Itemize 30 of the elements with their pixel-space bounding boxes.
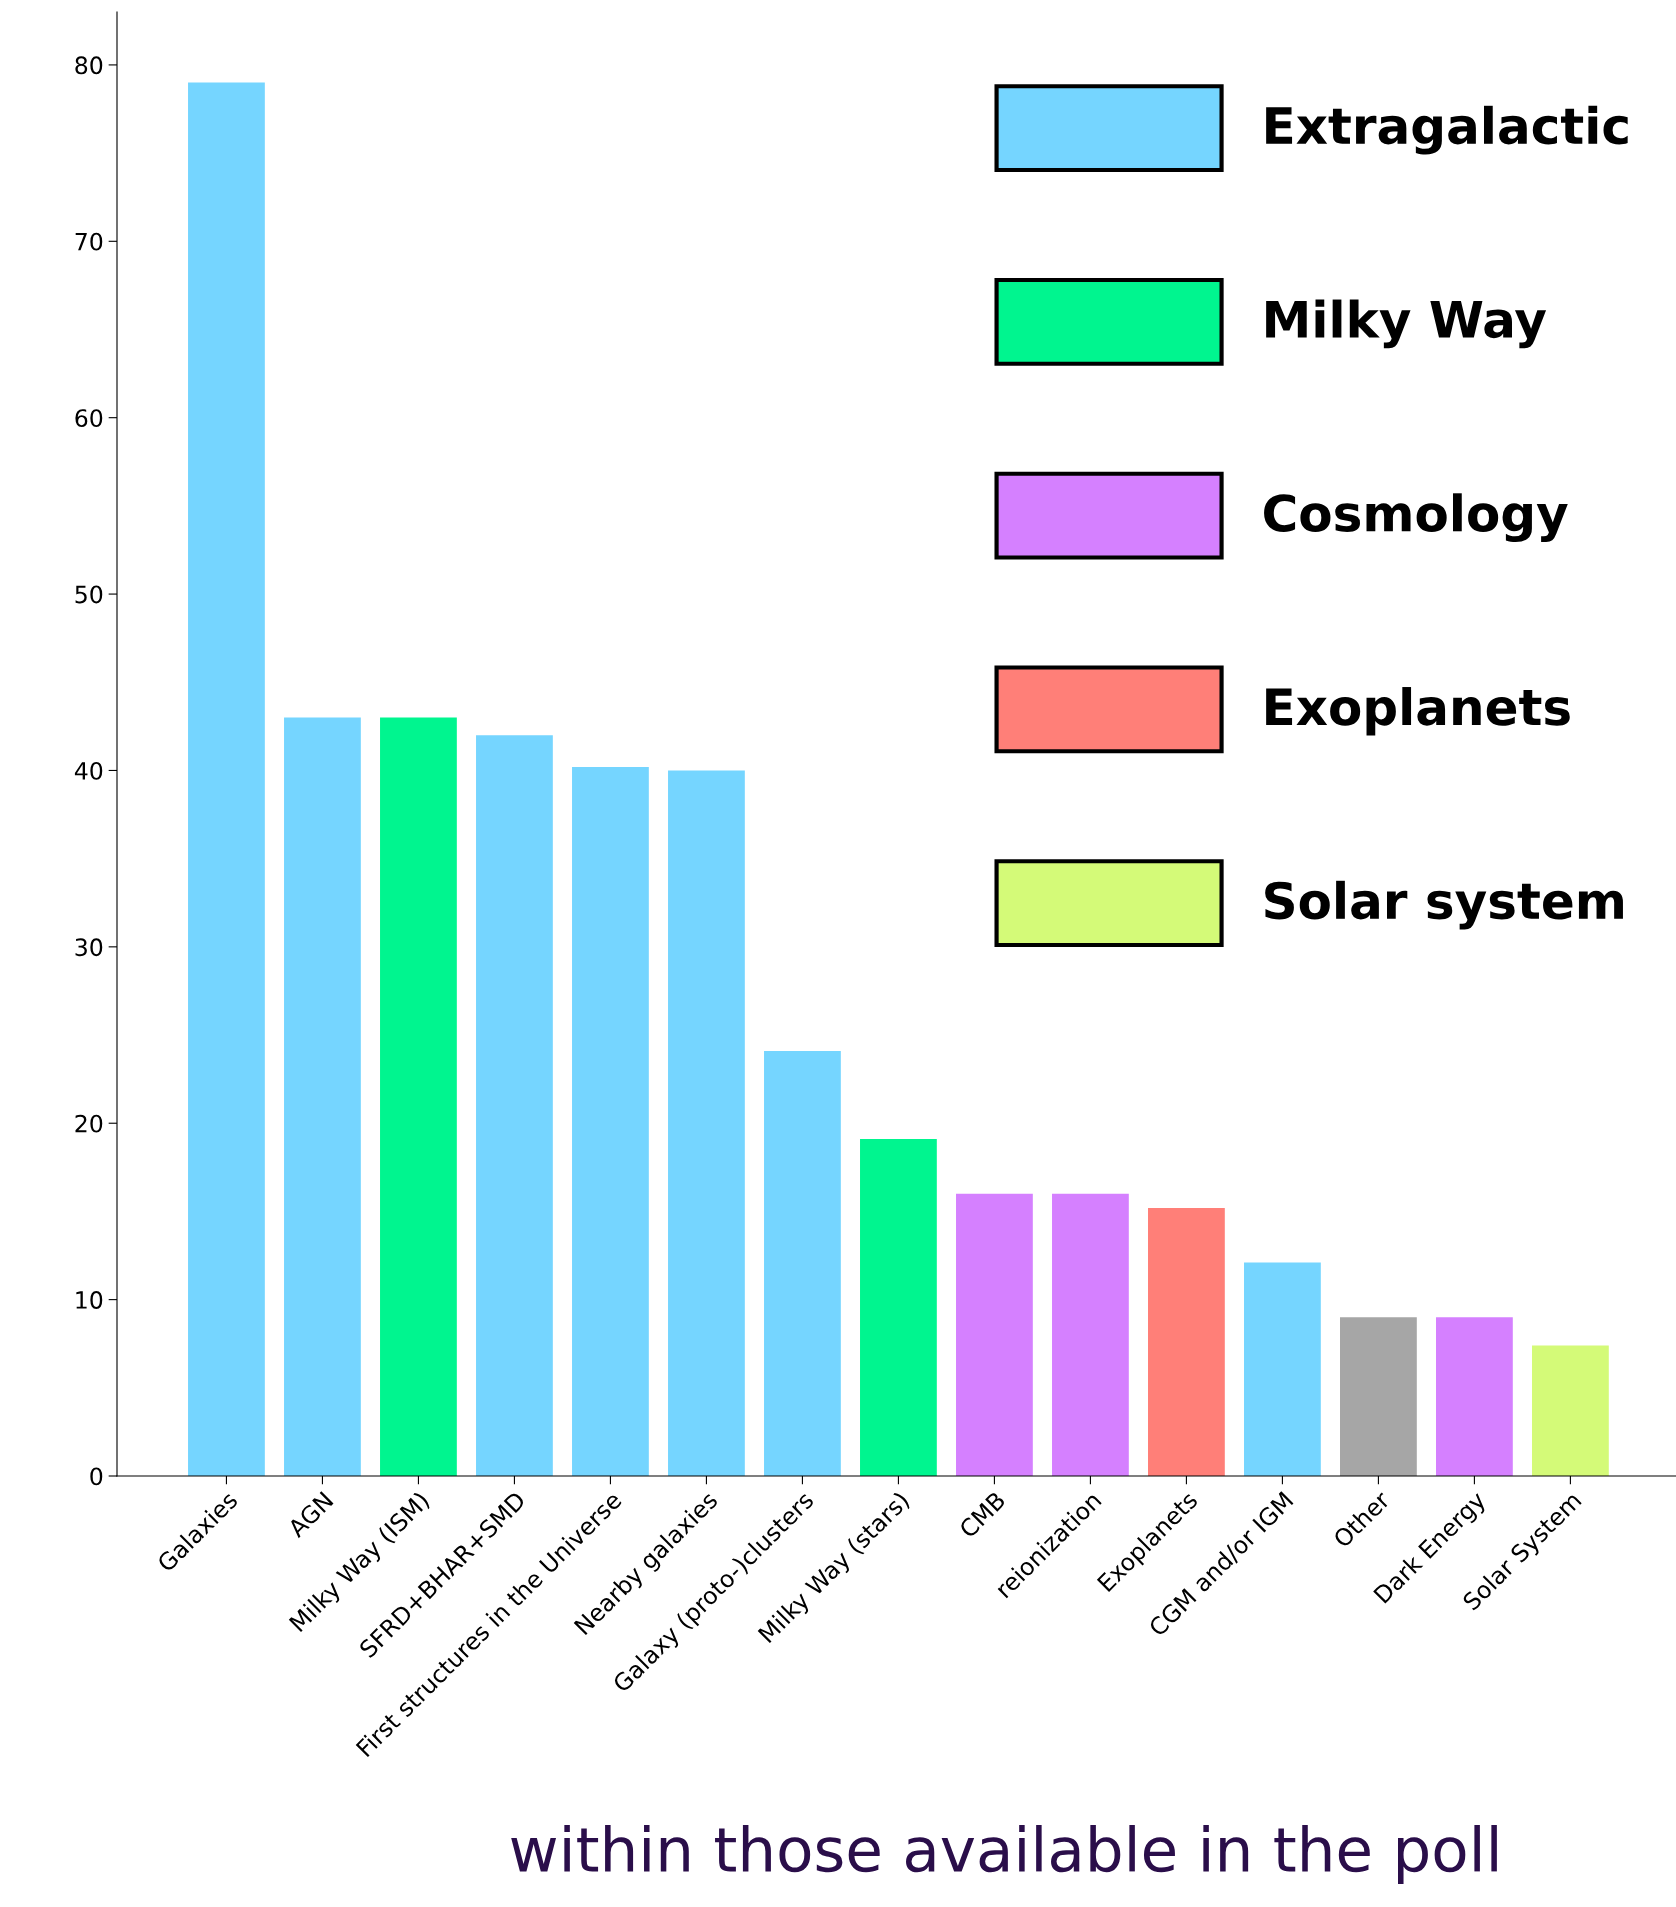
bar xyxy=(1436,1317,1513,1476)
legend-label: Cosmology xyxy=(1264,493,1568,543)
bar xyxy=(668,770,745,1476)
bar xyxy=(1340,1317,1417,1476)
legend-label: Milky Way xyxy=(1266,299,1547,349)
bar xyxy=(284,717,361,1476)
y-tick-label: 20 xyxy=(75,1114,103,1133)
bar xyxy=(1532,1345,1609,1476)
y-tick-label: 30 xyxy=(75,938,103,957)
bar xyxy=(1148,1207,1225,1476)
bar xyxy=(860,1139,937,1476)
bar xyxy=(188,82,265,1476)
bar xyxy=(380,717,457,1476)
text: within those available in the poll xyxy=(511,1824,1497,1885)
bar xyxy=(956,1193,1033,1476)
bar xyxy=(1052,1193,1129,1476)
y-tick-label: 80 xyxy=(75,56,103,75)
legend-label: Extragalactic xyxy=(1266,105,1628,155)
bar xyxy=(1244,1262,1321,1476)
y-tick-label: 10 xyxy=(76,1291,103,1309)
y-tick-label: 70 xyxy=(75,232,103,251)
bar xyxy=(476,735,553,1476)
legend-label: Solar system xyxy=(1265,880,1623,930)
bar xyxy=(764,1050,841,1476)
y-tick-label: 0 xyxy=(90,1467,103,1486)
y-tick-label: 60 xyxy=(75,409,103,427)
bar xyxy=(572,766,649,1476)
legend-label: Exoplanets xyxy=(1266,687,1570,736)
y-tick-label: 40 xyxy=(74,761,103,780)
y-tick-label: 50 xyxy=(75,585,103,604)
